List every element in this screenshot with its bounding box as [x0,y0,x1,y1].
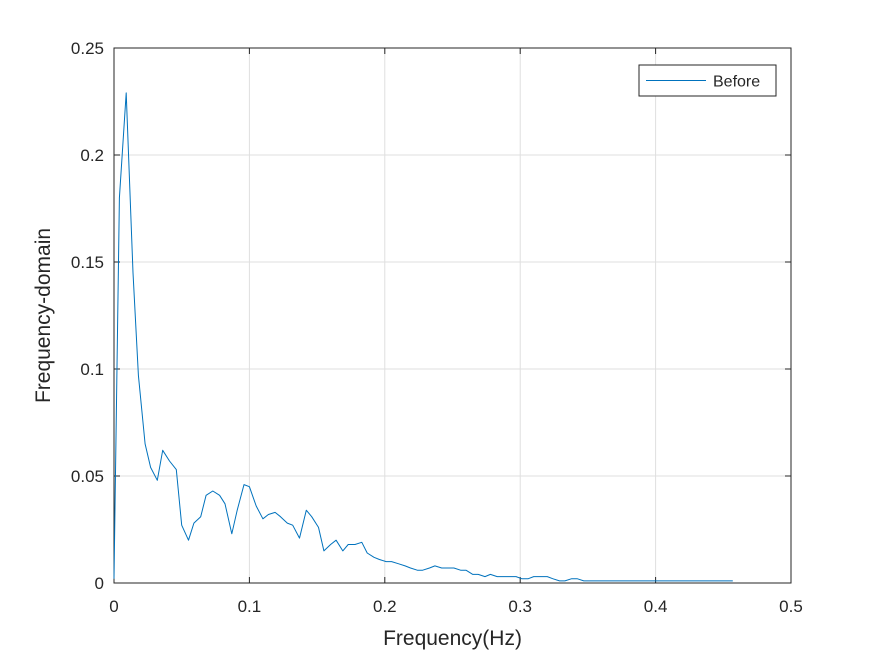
x-tick-label: 0.2 [373,597,397,616]
x-tick-label: 0.4 [644,597,668,616]
grid-lines [114,48,791,583]
series-line-before [113,92,733,582]
x-tick-labels: 0 0.1 0.2 0.3 0.4 0.5 [109,597,803,616]
legend: Before [638,64,777,97]
y-tick-label: 0.25 [71,39,104,58]
y-tick-label: 0.1 [80,360,104,379]
y-tick-label: 0 [95,574,104,593]
y-tick-label: 0.2 [80,146,104,165]
x-tick-label: 0 [109,597,118,616]
legend-label-before: Before [713,74,760,91]
x-tick-label: 0.3 [508,597,532,616]
series-group [113,92,733,582]
y-tick-label: 0.15 [71,253,104,272]
x-axis-title: Frequency(Hz) [383,627,522,650]
plot-area-background [114,48,791,583]
x-tick-label: 0.1 [238,597,262,616]
y-axis-title: Frequency-domain [32,228,55,403]
y-tick-label: 0.05 [71,467,104,486]
x-tick-label: 0.5 [779,597,803,616]
y-tick-labels: 0 0.05 0.1 0.15 0.2 0.25 [71,39,104,593]
axis-ticks [113,47,792,584]
plot-area-border [113,47,792,584]
